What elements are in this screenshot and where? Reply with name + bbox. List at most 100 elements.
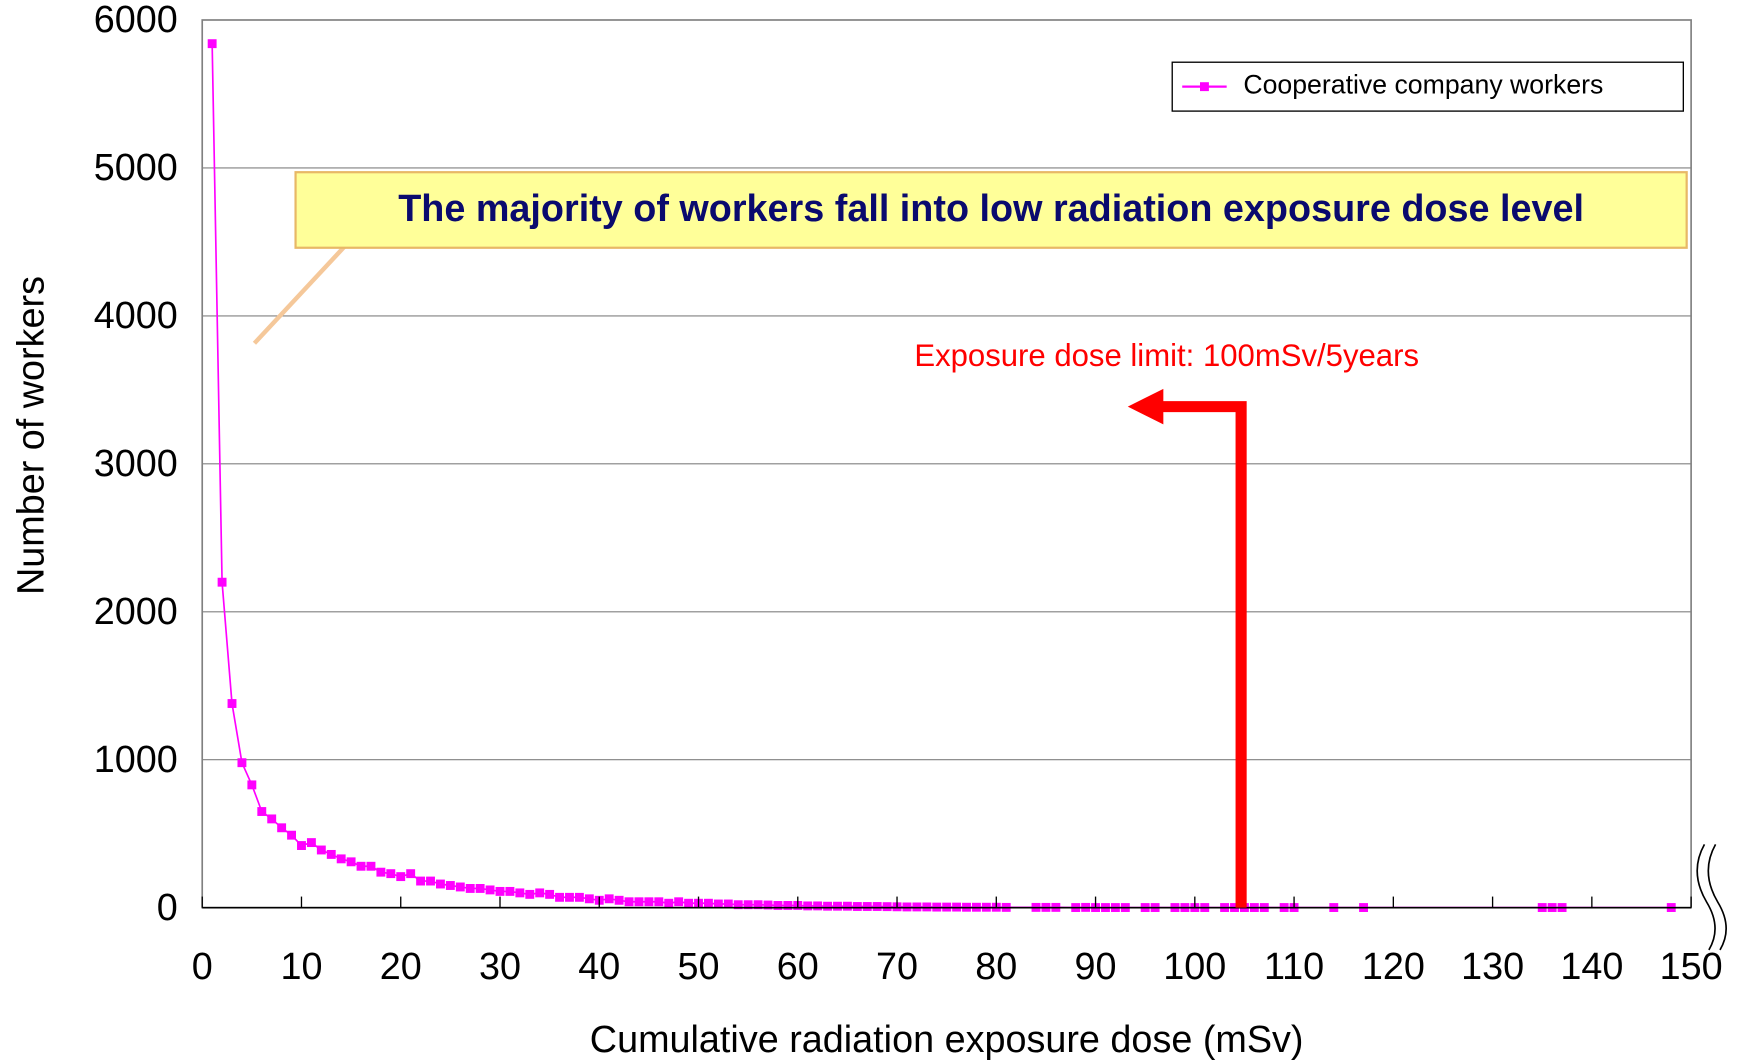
x-tick-label: 40 — [578, 946, 620, 988]
x-tick-label: 10 — [280, 946, 322, 988]
data-point — [882, 902, 892, 912]
data-point — [306, 838, 316, 848]
y-axis-title: Number of workers — [10, 276, 52, 595]
data-point — [783, 901, 793, 910]
data-point — [555, 892, 564, 902]
data-point — [574, 892, 584, 902]
data-point — [207, 39, 217, 49]
y-tick-label: 6000 — [94, 0, 178, 41]
data-point — [823, 901, 832, 911]
data-point — [743, 900, 753, 910]
data-point — [813, 901, 823, 911]
data-point — [287, 830, 296, 840]
data-point — [406, 869, 416, 879]
x-axis-title: Cumulative radiation exposure dose (mSv) — [590, 1019, 1304, 1061]
data-point — [386, 869, 396, 879]
data-point — [376, 867, 386, 877]
legend: Cooperative company workers — [1171, 61, 1684, 112]
ticks: 0 1000 2000 3000 4000 5000 6000 0 10 20 30 40 50 60 70… — [94, 0, 1723, 988]
data-point — [565, 892, 574, 902]
x-tick-label: 140 — [1560, 946, 1623, 988]
data-point — [326, 849, 336, 859]
x-tick-label: 30 — [479, 946, 521, 988]
data-point — [803, 901, 813, 911]
y-tick-label: 1000 — [94, 739, 178, 781]
x-tick-label: 110 — [1264, 946, 1324, 988]
data-point — [753, 900, 763, 910]
data-point — [336, 854, 346, 864]
x-tick-label: 130 — [1461, 946, 1524, 988]
legend-box — [1171, 61, 1684, 112]
data-point — [217, 577, 227, 587]
data-point — [465, 884, 475, 893]
data-point — [704, 898, 713, 908]
data-point — [267, 814, 277, 824]
x-tick-label: 0 — [192, 946, 213, 988]
data-point — [634, 897, 644, 907]
data-point — [247, 780, 257, 790]
data-point — [505, 886, 515, 896]
x-tick-label: 80 — [975, 946, 1017, 988]
y-tick-label: 3000 — [94, 443, 178, 485]
data-point — [604, 894, 614, 904]
callout-box — [294, 171, 1688, 249]
x-tick-label: 150 — [1660, 946, 1723, 988]
data-point — [227, 699, 237, 708]
data-point — [346, 857, 356, 867]
data-point — [773, 901, 783, 910]
data-point — [356, 861, 366, 871]
data-point — [455, 882, 465, 892]
data-point — [495, 886, 505, 896]
data-point — [723, 899, 733, 909]
x-tick-label: 90 — [1075, 946, 1117, 988]
data-point — [852, 902, 862, 911]
data-point — [396, 872, 406, 882]
x-tick-label: 20 — [380, 946, 422, 988]
data-point — [654, 897, 664, 907]
y-tick-label: 0 — [157, 887, 178, 929]
data-point — [733, 900, 743, 910]
data-point — [862, 902, 872, 911]
data-point — [674, 897, 684, 907]
data-point — [535, 888, 545, 898]
x-tick-label: 120 — [1362, 946, 1425, 988]
data-point — [436, 879, 445, 889]
x-tick-label: 50 — [678, 946, 720, 988]
data-point — [485, 885, 495, 895]
callout-leader — [252, 245, 347, 345]
data-point — [257, 807, 267, 816]
data-point — [872, 902, 882, 911]
x-tick-label: 100 — [1163, 946, 1226, 988]
data-point — [614, 895, 624, 905]
series — [207, 39, 1676, 912]
grid — [202, 19, 1692, 909]
data-point — [525, 889, 535, 899]
data-point — [584, 894, 594, 904]
data-point — [763, 900, 773, 910]
data-point — [833, 901, 842, 911]
data-point — [277, 823, 287, 833]
data-point — [842, 901, 852, 911]
x-tick-label: 70 — [876, 946, 918, 988]
data-point — [416, 876, 426, 886]
limit-arrow — [1161, 401, 1247, 908]
y-tick-label: 2000 — [94, 591, 178, 633]
data-point — [445, 881, 455, 890]
data-point — [366, 861, 376, 871]
data-point — [664, 898, 674, 908]
callout-text: The majority of workers fall into low ra… — [398, 188, 1584, 230]
legend-label: Cooperative company workers — [1243, 70, 1603, 100]
data-point — [475, 884, 485, 893]
data-point — [426, 876, 435, 886]
data-point — [545, 889, 555, 899]
x-tick-label: 60 — [777, 946, 819, 988]
data-point — [316, 845, 326, 855]
limit-annotation: Exposure dose limit: 100mSv/5years — [914, 338, 1419, 373]
data-point — [644, 897, 654, 907]
y-tick-label: 4000 — [94, 295, 178, 337]
data-point — [237, 758, 247, 768]
axis-break — [1696, 843, 1727, 951]
data-point — [684, 898, 694, 908]
data-point — [713, 899, 723, 909]
